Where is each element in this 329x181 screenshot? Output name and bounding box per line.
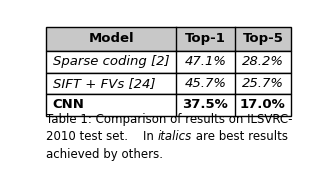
Text: italics: italics [158, 131, 192, 143]
Text: 17.0%: 17.0% [240, 98, 286, 111]
Text: 37.5%: 37.5% [183, 98, 228, 111]
Text: Top-1: Top-1 [185, 32, 226, 45]
Text: 47.1%: 47.1% [184, 55, 226, 68]
Text: Table 1: Comparison of results on ILSVRC-: Table 1: Comparison of results on ILSVRC… [46, 113, 293, 126]
Text: 2010 test set.    In: 2010 test set. In [46, 131, 158, 143]
Text: CNN: CNN [53, 98, 85, 111]
Text: Sparse coding [2]: Sparse coding [2] [53, 55, 169, 68]
Text: Model: Model [88, 32, 134, 45]
Text: are best results: are best results [192, 131, 288, 143]
Text: 45.7%: 45.7% [184, 77, 226, 90]
Text: 28.2%: 28.2% [242, 55, 284, 68]
Text: Top-5: Top-5 [242, 32, 283, 45]
Text: SIFT + FVs [24]: SIFT + FVs [24] [53, 77, 155, 90]
Text: achieved by others.: achieved by others. [46, 148, 163, 161]
Text: 25.7%: 25.7% [242, 77, 284, 90]
